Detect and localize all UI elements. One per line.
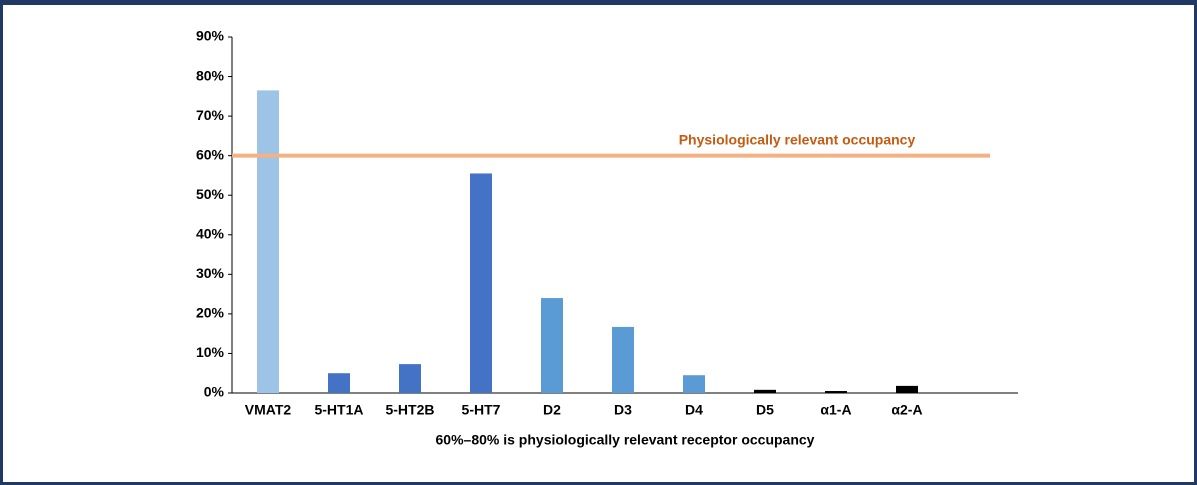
x-tick-label: D3	[614, 402, 632, 418]
x-axis-label: 60%–80% is physiologically relevant rece…	[436, 432, 815, 448]
bar	[683, 375, 705, 393]
x-tick-label: α1-A	[820, 402, 851, 418]
x-tick-label: D5	[756, 402, 774, 418]
x-tick-label: 5-HT7	[462, 402, 501, 418]
y-tick-label: 10%	[196, 344, 225, 360]
bar	[257, 90, 279, 394]
y-tick-label: 70%	[196, 107, 225, 123]
x-tick-label: 5-HT2B	[385, 402, 434, 418]
bar	[896, 385, 918, 393]
bar	[541, 298, 563, 393]
y-tick-label: 0%	[204, 384, 225, 400]
x-tick-label: α2-A	[891, 402, 922, 418]
reference-label: Physiologically relevant occupancy	[679, 131, 916, 147]
y-tick-label: 30%	[196, 265, 225, 281]
bar	[612, 326, 634, 393]
y-tick-label: 60%	[196, 146, 225, 162]
x-tick-label: D2	[543, 402, 561, 418]
y-tick-label: 20%	[196, 305, 225, 321]
x-tick-label: 5-HT1A	[314, 402, 363, 418]
bar	[754, 389, 776, 393]
bar	[399, 364, 421, 393]
y-tick-label: 80%	[196, 67, 225, 83]
bar	[825, 391, 847, 393]
bar	[328, 373, 350, 393]
y-tick-label: 90%	[196, 28, 225, 44]
y-tick-label: 40%	[196, 225, 225, 241]
y-tick-label: 50%	[196, 186, 225, 202]
x-tick-label: VMAT2	[245, 402, 292, 418]
bar	[470, 173, 492, 393]
x-tick-label: D4	[685, 402, 703, 418]
top-bar	[0, 0, 1197, 5]
